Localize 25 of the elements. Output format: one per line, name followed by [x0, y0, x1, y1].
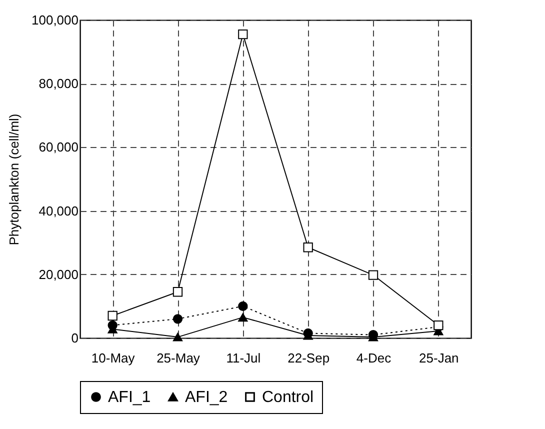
y-tick-label: 60,000	[38, 140, 78, 155]
point	[172, 287, 183, 297]
x-tick-label: 25-Jan	[419, 350, 459, 366]
y-tick-label: 80,000	[38, 76, 78, 92]
y-tick-label: 0	[71, 330, 78, 346]
point	[172, 314, 183, 324]
point	[238, 313, 248, 322]
y-axis-title: Phytoplankton (cell/ml)	[6, 114, 22, 246]
y-tick-label: 40,000	[38, 203, 78, 218]
y-tick-label: 20,000	[38, 266, 78, 282]
legend-label: AFI_1	[108, 389, 151, 406]
point	[238, 301, 248, 312]
legend-label: Control	[262, 389, 314, 406]
x-tick-label: 10-May	[91, 350, 136, 366]
point	[172, 332, 183, 342]
y-tick-label: 100,000	[32, 12, 78, 28]
x-tick-label: 4-Dec	[356, 350, 392, 366]
point	[303, 242, 313, 252]
point	[238, 29, 248, 40]
point	[108, 310, 118, 321]
x-tick-label: 11-Jul	[226, 350, 261, 366]
legend-label: AFI_2	[185, 389, 228, 406]
point	[368, 270, 378, 280]
x-tick-label: 22-Sep	[288, 350, 330, 366]
x-tick-label: 25-May	[156, 350, 200, 366]
